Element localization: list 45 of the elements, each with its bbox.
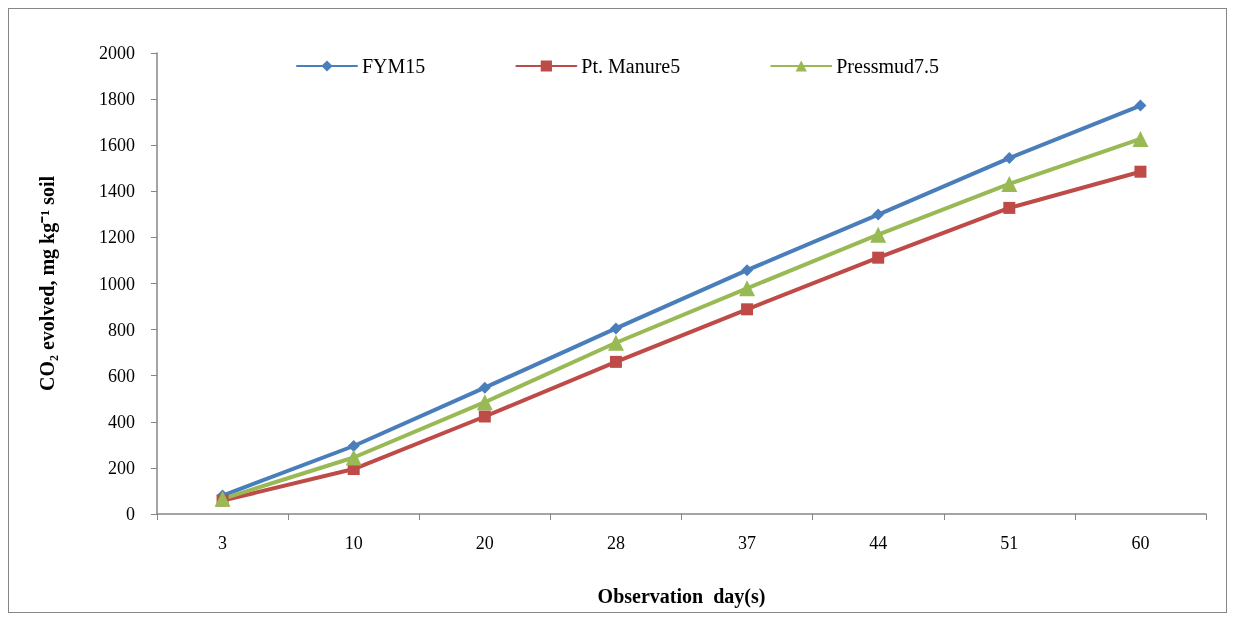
y-tick-label: 2000 bbox=[99, 43, 135, 63]
point bbox=[1003, 201, 1016, 214]
point bbox=[741, 303, 754, 316]
x-axis-title: Observation day(s) bbox=[597, 585, 766, 608]
x-tick-label: 60 bbox=[1131, 533, 1150, 553]
x-tick-label: 28 bbox=[606, 533, 625, 553]
y-tick-label: 1800 bbox=[99, 89, 135, 110]
legend-label: Pressmud7.5 bbox=[836, 55, 940, 77]
point bbox=[345, 449, 362, 466]
point bbox=[609, 355, 622, 368]
point bbox=[476, 394, 493, 411]
point bbox=[1003, 152, 1016, 165]
legend-label: Pt. Manure5 bbox=[581, 55, 681, 77]
point bbox=[214, 490, 231, 507]
point bbox=[1134, 165, 1147, 178]
y-tick-label: 400 bbox=[108, 411, 135, 432]
x-tick-label: 10 bbox=[344, 533, 363, 553]
legend-label: FYM15 bbox=[362, 55, 426, 77]
y-tick-label: 1600 bbox=[99, 135, 135, 156]
x-tick-label: 20 bbox=[475, 533, 494, 553]
y-tick-label: 600 bbox=[108, 365, 135, 386]
point bbox=[870, 226, 887, 243]
y-tick-label: 0 bbox=[126, 504, 135, 524]
y-tick-label: 1200 bbox=[99, 227, 135, 248]
point bbox=[872, 251, 885, 264]
point bbox=[872, 208, 885, 221]
point bbox=[741, 264, 754, 277]
x-tick-label: 51 bbox=[1000, 533, 1019, 553]
point bbox=[607, 334, 624, 351]
point bbox=[739, 280, 756, 297]
y-tick-label: 200 bbox=[108, 457, 135, 478]
point bbox=[1132, 130, 1149, 147]
point bbox=[1001, 175, 1018, 192]
point bbox=[347, 440, 360, 452]
point bbox=[1134, 99, 1147, 112]
point bbox=[478, 410, 491, 423]
y-axis-title: CO₂ evolved, mg kg⁻¹ soil bbox=[36, 175, 59, 392]
y-tick-label: 1400 bbox=[99, 181, 135, 202]
point bbox=[478, 381, 491, 394]
x-tick-label: 44 bbox=[869, 533, 888, 553]
y-tick-label: 1000 bbox=[99, 273, 135, 294]
x-tick-label: 37 bbox=[738, 533, 757, 553]
point bbox=[609, 322, 622, 335]
x-tick-label: 3 bbox=[218, 533, 228, 553]
y-tick-label: 800 bbox=[108, 319, 135, 340]
